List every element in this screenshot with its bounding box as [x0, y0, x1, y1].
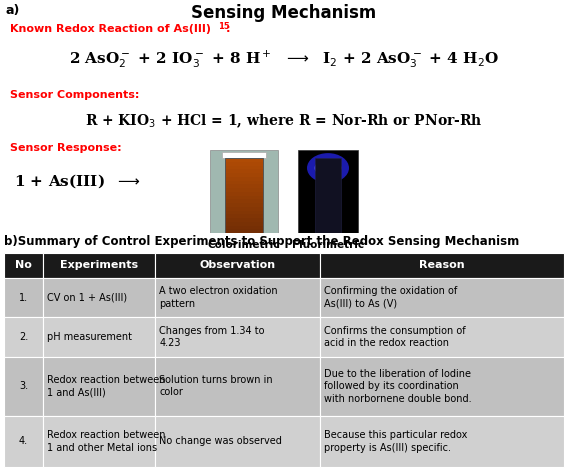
- Bar: [315, 158, 341, 233]
- Text: 2.: 2.: [19, 332, 28, 342]
- Text: Reason: Reason: [419, 260, 465, 270]
- Bar: [225, 207, 263, 211]
- Text: Confirming the oxidation of
As(III) to As (V): Confirming the oxidation of As(III) to A…: [324, 286, 458, 309]
- Text: Known Redox Reaction of As(III): Known Redox Reaction of As(III): [10, 24, 211, 34]
- Text: :: :: [226, 24, 231, 34]
- Bar: [210, 150, 278, 235]
- Bar: [225, 162, 263, 165]
- Bar: [43, 253, 155, 278]
- Bar: [225, 226, 263, 229]
- Text: No change was observed: No change was observed: [159, 436, 282, 447]
- Text: pH measurement: pH measurement: [47, 332, 132, 342]
- Bar: [225, 195, 263, 199]
- Text: R + KIO$_3$ + HCl = 1, where R = Nor-Rh or PNor-Rh: R + KIO$_3$ + HCl = 1, where R = Nor-Rh …: [85, 112, 483, 130]
- Text: 3.: 3.: [19, 381, 28, 391]
- Bar: [320, 253, 564, 278]
- Bar: [155, 278, 320, 317]
- Text: Sensing Mechanism: Sensing Mechanism: [191, 4, 377, 22]
- Bar: [155, 416, 320, 467]
- Bar: [320, 317, 564, 357]
- Bar: [155, 357, 320, 416]
- Text: Observation: Observation: [200, 260, 276, 270]
- Bar: [155, 317, 320, 357]
- Text: 2 AsO$_2^-$ + 2 IO$_3^-$ + 8 H$^+$  $\longrightarrow$  I$_2$ + 2 AsO$_3^-$ + 4 H: 2 AsO$_2^-$ + 2 IO$_3^-$ + 8 H$^+$ $\lon…: [69, 48, 499, 70]
- Text: 1.: 1.: [19, 292, 28, 302]
- Text: Changes from 1.34 to
4.23: Changes from 1.34 to 4.23: [159, 326, 265, 348]
- Text: No: No: [15, 260, 32, 270]
- Bar: [4, 253, 43, 278]
- Ellipse shape: [315, 160, 341, 177]
- Bar: [4, 317, 43, 357]
- Text: Because this particular redox
property is As(III) specific.: Because this particular redox property i…: [324, 430, 468, 453]
- Bar: [225, 218, 263, 222]
- Bar: [225, 165, 263, 169]
- Bar: [225, 184, 263, 188]
- Bar: [222, 152, 266, 158]
- Bar: [320, 357, 564, 416]
- Text: Due to the liberation of Iodine
followed by its coordination
with norbornene dou: Due to the liberation of Iodine followed…: [324, 369, 472, 404]
- Bar: [43, 317, 155, 357]
- Bar: [4, 357, 43, 416]
- Text: Solution turns brown in
color: Solution turns brown in color: [159, 375, 273, 398]
- Bar: [225, 158, 263, 162]
- Bar: [225, 222, 263, 226]
- Bar: [43, 357, 155, 416]
- Text: 15: 15: [218, 22, 229, 31]
- Text: 1 + As(III)  $\longrightarrow$: 1 + As(III) $\longrightarrow$: [14, 172, 141, 190]
- Text: Experiments: Experiments: [60, 260, 138, 270]
- Bar: [4, 416, 43, 467]
- Ellipse shape: [307, 153, 349, 183]
- Bar: [225, 169, 263, 173]
- Bar: [225, 173, 263, 177]
- Text: Redox reaction between
1 and other Metal ions: Redox reaction between 1 and other Metal…: [47, 430, 166, 453]
- Text: Sensor Components:: Sensor Components:: [10, 90, 139, 100]
- Text: Sensor Response:: Sensor Response:: [10, 143, 122, 153]
- Text: Fluorimetric: Fluorimetric: [292, 240, 364, 250]
- Text: Redox reaction between
1 and As(III): Redox reaction between 1 and As(III): [47, 375, 166, 398]
- Bar: [225, 188, 263, 192]
- Text: CV on 1 + As(III): CV on 1 + As(III): [47, 292, 127, 302]
- Text: 4.: 4.: [19, 436, 28, 447]
- Bar: [225, 177, 263, 180]
- Bar: [320, 416, 564, 467]
- Bar: [43, 416, 155, 467]
- Bar: [298, 150, 358, 235]
- Bar: [225, 229, 263, 233]
- Bar: [225, 158, 263, 233]
- Bar: [225, 192, 263, 195]
- Bar: [155, 253, 320, 278]
- Bar: [320, 278, 564, 317]
- Bar: [225, 211, 263, 214]
- Bar: [225, 214, 263, 218]
- Text: Colorimetric: Colorimetric: [208, 240, 280, 250]
- Bar: [225, 180, 263, 184]
- Text: a): a): [6, 4, 20, 17]
- Bar: [4, 278, 43, 317]
- Text: Confirms the consumption of
acid in the redox reaction: Confirms the consumption of acid in the …: [324, 326, 466, 348]
- Bar: [225, 199, 263, 203]
- Bar: [225, 203, 263, 207]
- Text: b)Summary of Control Experiments to Support the Redox Sensing Mechanism: b)Summary of Control Experiments to Supp…: [4, 235, 519, 248]
- Text: A two electron oxidation
pattern: A two electron oxidation pattern: [159, 286, 278, 309]
- Bar: [43, 278, 155, 317]
